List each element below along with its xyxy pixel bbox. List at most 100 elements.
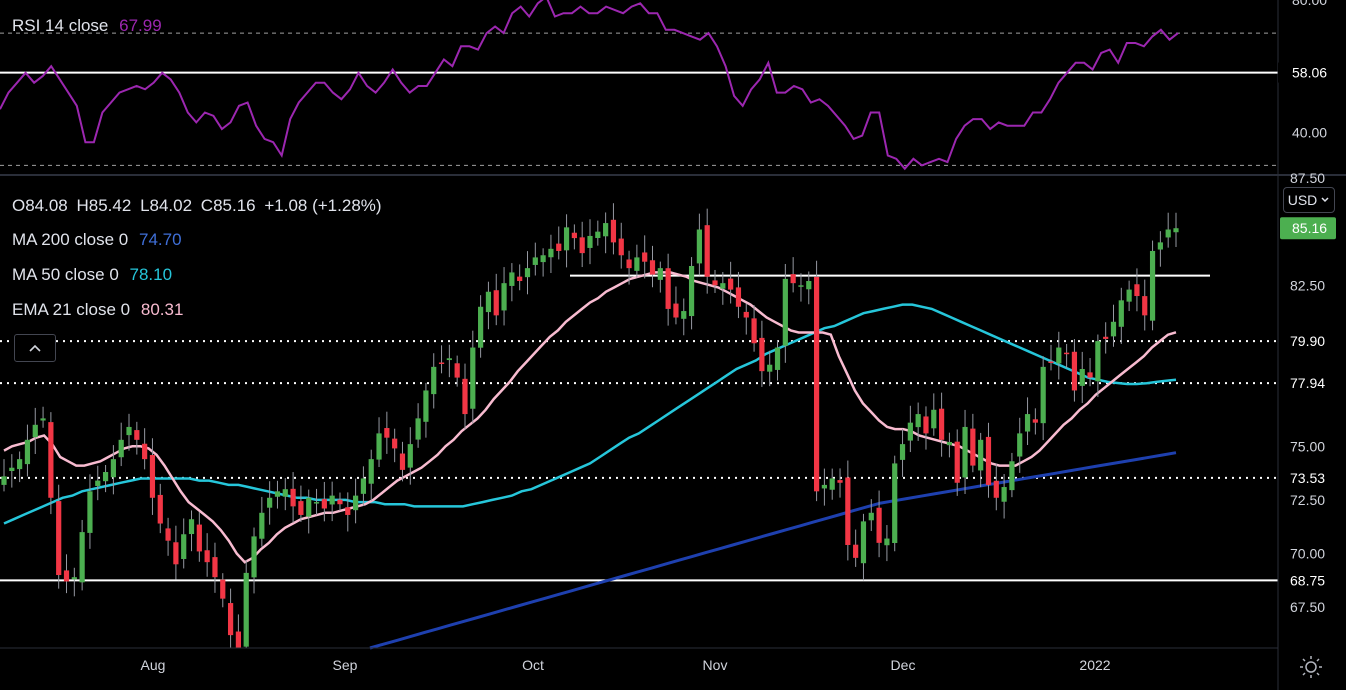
candle-down	[165, 528, 171, 541]
candle-up	[1118, 300, 1124, 327]
candle-up	[79, 532, 85, 583]
price-level-badge	[1279, 570, 1346, 591]
candle-up	[431, 366, 437, 395]
currency-dropdown-button[interactable]: USD	[1283, 187, 1335, 213]
rsi-pane	[0, 0, 1278, 171]
candle-up	[1126, 289, 1132, 302]
candle-down	[673, 303, 679, 318]
candle-up	[868, 512, 874, 521]
candle-down	[759, 337, 765, 372]
ohlc-close: C85.16	[200, 196, 256, 215]
candle-up	[587, 235, 593, 248]
ma200-legend: MA 200 close 0 74.70	[12, 230, 182, 250]
candle-down	[993, 480, 999, 498]
candle-up	[1, 476, 7, 485]
candle-up	[860, 521, 867, 564]
candle-down	[1134, 284, 1140, 297]
rsi-series-line	[0, 0, 1179, 171]
candle-up	[251, 536, 257, 578]
candle-down	[579, 237, 585, 254]
ma200-legend-value: 74.70	[138, 230, 182, 249]
candle-up	[40, 418, 46, 421]
time-tick-label: Dec	[891, 657, 916, 673]
ema21-legend-value: 80.31	[140, 300, 184, 319]
candle-down	[196, 524, 202, 552]
candle-down	[220, 579, 226, 599]
candle-down	[1064, 352, 1070, 355]
ma200-line	[369, 451, 1177, 650]
candle-down	[1087, 372, 1093, 378]
candle-down	[337, 499, 343, 505]
rsi-level-badge	[1278, 62, 1346, 83]
candle-up	[353, 495, 359, 511]
time-tick-label: Oct	[522, 657, 544, 673]
price-tick-label: 82.50	[1290, 277, 1325, 293]
settings-sun-icon[interactable]	[1298, 654, 1324, 680]
candle-up	[931, 409, 937, 429]
candle-up	[118, 439, 124, 458]
candle-down	[345, 507, 351, 515]
candle-down	[876, 507, 882, 543]
candle-up	[899, 444, 906, 460]
candle-up	[962, 426, 968, 478]
candle-up	[884, 538, 890, 546]
candle-down	[837, 480, 843, 483]
candle-up	[126, 426, 132, 436]
time-tick-label: 2022	[1079, 657, 1110, 673]
candle-up	[274, 491, 281, 497]
price-level-badge	[1279, 467, 1346, 488]
candle-down	[1142, 296, 1148, 316]
ohlc-change: +1.08 (+1.28%)	[264, 196, 382, 215]
candle-down	[149, 454, 156, 498]
candle-up	[774, 347, 781, 370]
candle-up	[532, 257, 538, 265]
rsi-legend-value: 67.99	[119, 16, 162, 35]
candle-up	[470, 347, 476, 409]
time-tick-label: Aug	[141, 657, 166, 673]
candle-up	[9, 467, 15, 471]
candle-up	[1149, 250, 1156, 321]
ma50-legend-value: 78.10	[129, 265, 173, 284]
candle-down	[392, 438, 398, 449]
last-price-label: 85.16	[1292, 220, 1327, 236]
rsi-tick-label: 80.00	[1292, 0, 1327, 8]
candle-up	[767, 364, 773, 372]
candle-down	[1048, 361, 1054, 363]
candle-down	[751, 318, 757, 344]
candle-down	[712, 280, 718, 286]
collapse-legend-button[interactable]	[14, 334, 56, 362]
price-tick-label: 87.50	[1290, 170, 1325, 186]
candle-up	[32, 424, 38, 438]
candle-up	[915, 414, 921, 428]
candle-up	[376, 433, 382, 460]
candle-down	[610, 219, 617, 243]
candle-up	[313, 502, 320, 504]
ohlc-high: H85.42	[76, 196, 132, 215]
currency-label: USD	[1287, 192, 1318, 208]
last-price-badge	[1280, 217, 1336, 240]
price-tick-label: 77.94	[1290, 375, 1325, 391]
candle-up	[603, 223, 609, 237]
candle-up	[1009, 461, 1015, 491]
candle-down	[642, 252, 648, 262]
candle-down	[618, 238, 624, 256]
candle-up	[634, 257, 640, 271]
price-tick-label: 72.50	[1290, 492, 1325, 508]
candle-up	[360, 478, 367, 494]
price-tick-label: 79.90	[1290, 333, 1325, 349]
candle-up	[188, 519, 195, 535]
candle-up	[821, 484, 827, 489]
candle-down	[649, 260, 656, 275]
candle-up	[1157, 242, 1163, 250]
candle-up	[907, 422, 913, 441]
candle-up	[95, 480, 101, 486]
candle-up	[478, 306, 484, 348]
candle-up	[548, 248, 554, 258]
candle-up	[829, 478, 835, 490]
candle-down	[845, 477, 851, 545]
candle-up	[407, 444, 413, 468]
candle-up	[563, 227, 570, 251]
ohlc-low: L84.02	[140, 196, 193, 215]
candle-up	[282, 489, 288, 497]
candle-down	[626, 259, 632, 269]
